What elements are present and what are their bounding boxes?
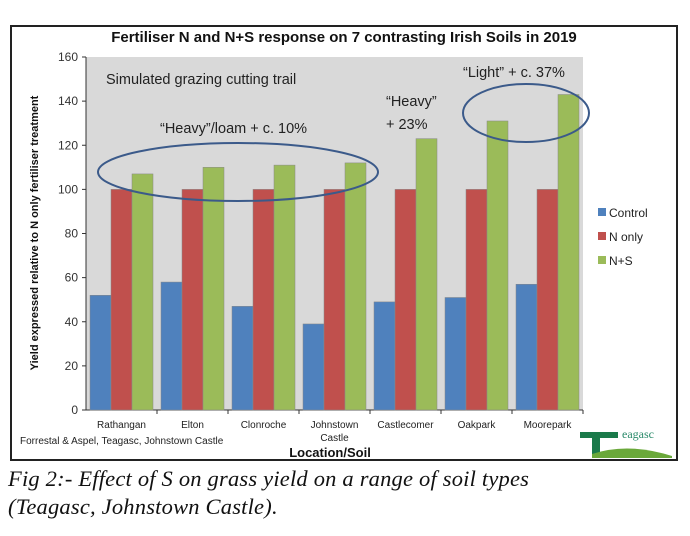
teagasc-logo: eagasc	[578, 424, 674, 460]
x-tick-label: Castlecomer	[377, 420, 434, 431]
legend-label-1: N only	[609, 230, 643, 244]
chart-frame	[10, 25, 678, 461]
y-tick-label: 160	[58, 50, 78, 64]
legend-swatch-1	[598, 232, 606, 240]
figure-caption-line2: (Teagasc, Johnstown Castle).	[8, 494, 278, 519]
y-tick-label: 120	[58, 138, 78, 152]
bar-n-only-1	[181, 189, 204, 411]
bar-control-0	[89, 295, 112, 411]
svg-text:eagasc: eagasc	[622, 427, 654, 441]
bar-n-only-3	[323, 189, 346, 411]
y-tick-label: 40	[65, 315, 79, 329]
annotation-light: “Light” + c. 37%	[463, 65, 565, 81]
y-tick-label: 140	[58, 94, 78, 108]
bar-n-s-0	[131, 173, 154, 411]
annotation-trial: Simulated grazing cutting trail	[106, 72, 296, 88]
x-tick-label: Johnstown	[311, 420, 359, 431]
bar-control-4	[373, 301, 396, 411]
y-tick-label: 20	[65, 359, 79, 373]
bar-n-only-5	[465, 189, 488, 411]
source-note: Forrestal & Aspel, Teagasc, Johnstown Ca…	[20, 436, 224, 447]
x-tick-label: Oakpark	[458, 420, 497, 431]
x-tick-label: Rathangan	[97, 420, 146, 431]
bar-control-3	[302, 323, 325, 411]
y-tick-label: 60	[65, 271, 79, 285]
ellipse-heavy-loam	[97, 142, 379, 202]
y-tick-label: 80	[65, 227, 79, 241]
y-tick-label: 0	[71, 403, 78, 417]
bar-control-2	[231, 306, 254, 411]
bar-control-6	[515, 283, 538, 411]
bar-control-5	[444, 297, 467, 411]
bar-n-s-1	[202, 167, 225, 411]
bar-n-only-2	[252, 189, 275, 411]
bar-n-only-0	[110, 189, 133, 411]
ellipse-light	[462, 83, 590, 143]
bar-n-s-5	[486, 120, 509, 411]
bar-n-only-6	[536, 189, 559, 411]
bar-control-1	[160, 281, 183, 411]
bar-n-s-2	[273, 164, 296, 411]
bar-n-s-6	[557, 94, 580, 411]
y-axis-title: Yield expressed relative to N only ferti…	[29, 95, 41, 370]
x-axis-title: Location/Soil	[289, 445, 371, 460]
bar-n-s-4	[415, 138, 438, 411]
x-tick-label: Elton	[181, 420, 204, 431]
x-tick-label: Moorepark	[524, 420, 573, 431]
bar-n-s-3	[344, 162, 367, 411]
x-tick-label: Castle	[320, 433, 349, 444]
x-tick-label: Clonroche	[241, 420, 287, 431]
legend-swatch-2	[598, 256, 606, 264]
bar-n-only-4	[394, 189, 417, 411]
legend-label-2: N+S	[609, 254, 633, 268]
annotation-heavy: “Heavy”	[386, 94, 437, 110]
y-tick-label: 100	[58, 182, 78, 196]
chart-title: Fertiliser N and N+S response on 7 contr…	[111, 29, 577, 46]
figure-caption-line1: Fig 2:- Effect of S on grass yield on a …	[8, 466, 530, 491]
annotation-heavy-loam: “Heavy”/loam + c. 10%	[160, 121, 307, 137]
legend-swatch-0	[598, 208, 606, 216]
legend-label-0: Control	[609, 206, 648, 220]
annotation-heavy-pct: + 23%	[386, 117, 428, 133]
